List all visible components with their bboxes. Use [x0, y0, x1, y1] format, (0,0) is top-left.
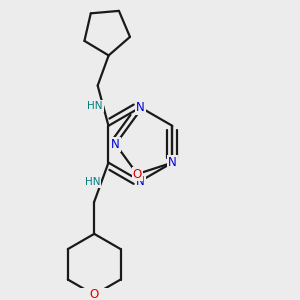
Text: N: N — [136, 175, 145, 188]
Text: HN: HN — [85, 177, 100, 187]
Text: O: O — [133, 167, 142, 181]
Text: HN: HN — [87, 101, 103, 111]
Text: O: O — [90, 288, 99, 300]
Text: N: N — [168, 156, 177, 169]
Text: N: N — [136, 101, 145, 114]
Text: N: N — [111, 138, 120, 151]
